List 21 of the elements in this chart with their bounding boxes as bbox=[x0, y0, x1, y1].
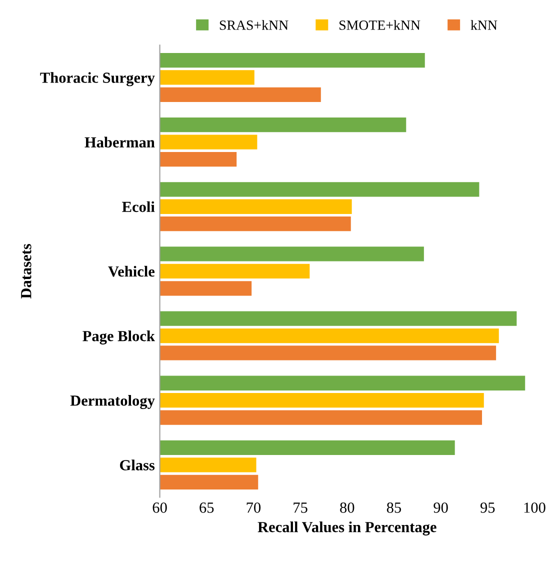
x-tick-label: 100 bbox=[524, 502, 546, 513]
x-tick-label: 95 bbox=[480, 502, 495, 513]
y-tick-label: Glass bbox=[120, 460, 155, 470]
x-tick-label: 70 bbox=[246, 502, 261, 513]
x-tick-label: 85 bbox=[386, 502, 402, 513]
x-tick-label: 90 bbox=[434, 502, 448, 513]
y-tick-label: Dermatology bbox=[70, 395, 155, 410]
legend-label: SMOTE+kNN bbox=[340, 20, 420, 30]
y-tick-label: Thoracic Surgery bbox=[40, 72, 155, 86]
y-axis-title: Datasets bbox=[21, 244, 32, 299]
x-tick-label: 60 bbox=[152, 502, 167, 513]
y-tick-label: Page Block bbox=[82, 330, 155, 344]
y-tick-label: Ecoli bbox=[122, 201, 155, 212]
legend-label: kNN bbox=[470, 20, 498, 30]
x-tick-label: 65 bbox=[200, 502, 214, 513]
x-tick-label: 75 bbox=[294, 502, 308, 513]
x-axis-title: Recall Values in Percentage bbox=[258, 521, 436, 536]
y-tick-label: Haberman bbox=[84, 136, 155, 148]
y-tick-label: Vehicle bbox=[108, 266, 155, 277]
x-tick-label: 80 bbox=[340, 502, 354, 513]
legend-label: SRAS+kNN bbox=[220, 20, 288, 30]
